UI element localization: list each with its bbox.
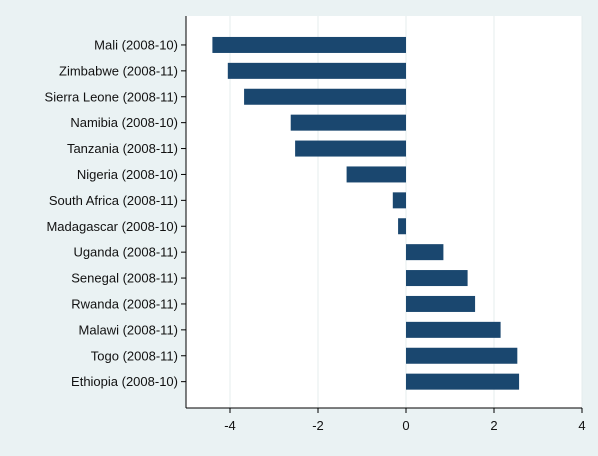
category-label: Zimbabwe (2008-11) [59, 63, 178, 78]
x-tick-label: 0 [402, 418, 409, 433]
bar [406, 244, 444, 261]
bar [244, 88, 406, 105]
x-tick-label: 4 [578, 418, 585, 433]
category-label: Mali (2008-10) [94, 37, 178, 52]
bar [398, 218, 406, 235]
x-tick-label: 2 [490, 418, 497, 433]
category-label: South Africa (2008-11) [49, 193, 178, 208]
bar [290, 114, 406, 131]
category-label: Togo (2008-11) [91, 348, 178, 363]
bar [406, 295, 476, 312]
category-label: Tanzania (2008-11) [67, 141, 178, 156]
bar [392, 192, 406, 209]
x-tick-label: -4 [224, 418, 236, 433]
gridlines [229, 16, 583, 408]
category-label: Madagascar (2008-10) [46, 219, 178, 234]
category-label: Rwanda (2008-11) [71, 296, 178, 311]
bar [346, 166, 406, 183]
category-labels: Mali (2008-10) Zimbabwe (2008-11) Sierra L… [45, 37, 186, 389]
bar [406, 347, 518, 364]
category-label: Nigeria (2008-10) [77, 167, 178, 182]
category-label: Ethiopia (2008-10) [71, 374, 178, 389]
bar [212, 36, 406, 53]
bars [212, 36, 520, 390]
bar [295, 140, 406, 157]
bar [406, 373, 520, 390]
category-label: Sierra Leone (2008-11) [45, 89, 178, 104]
category-label: Uganda (2008-11) [73, 245, 178, 260]
category-label: Malawi (2008-11) [79, 322, 178, 337]
plot-area [186, 16, 582, 408]
x-tick-label: -2 [312, 418, 324, 433]
x-axis: -4 -2 0 2 4 [186, 407, 586, 433]
bar [406, 321, 501, 338]
bar [406, 270, 468, 287]
category-label: Senegal (2008-11) [71, 271, 178, 286]
category-label: Namibia (2008-10) [70, 115, 178, 130]
bar [227, 62, 406, 79]
